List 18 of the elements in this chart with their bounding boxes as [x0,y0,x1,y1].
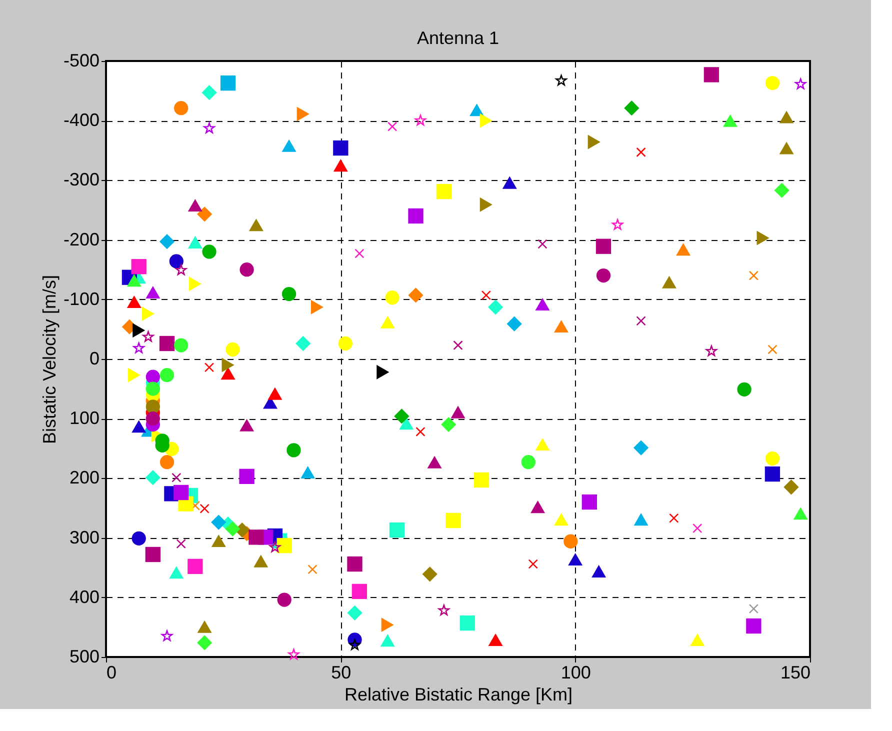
y-tick-label: -300 [63,170,100,190]
chart-title: Antenna 1 [416,28,500,48]
x-tick-label: 100 [560,662,591,682]
y-tick-label: 500 [69,646,100,666]
y-tick-label: -100 [63,288,100,309]
y-tick-label: 0 [89,348,100,368]
x-axis-title: Relative Bistatic Range [Km] [344,684,573,704]
y-axis-title: Bistatic Velocity [m/s] [39,274,60,444]
y-tick-label: -500 [63,50,100,70]
y-tick-label: 300 [69,527,100,548]
x-tick-label: 150 [780,662,810,682]
x-tick-label: 0 [106,662,117,682]
y-tick-label: 400 [69,586,100,607]
y-tick-label: 200 [69,468,100,488]
y-tick-label: -200 [63,229,100,250]
y-tick-label: 100 [69,408,100,428]
x-tick-label: 50 [331,662,352,682]
y-tick-label: -400 [63,110,100,130]
